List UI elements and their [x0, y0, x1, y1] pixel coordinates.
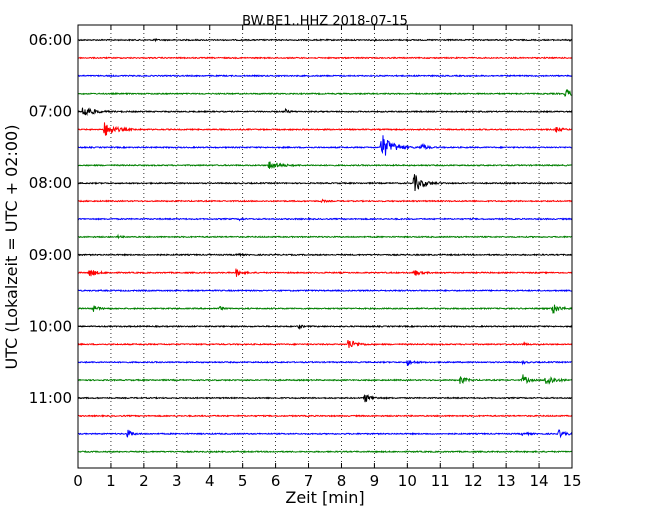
trace-line — [77, 252, 573, 258]
x-tick-label: 0 — [73, 472, 83, 490]
trace-line — [77, 107, 573, 117]
chart-title: BW.BE1..HHZ 2018-07-15 — [242, 14, 408, 29]
plot-frame — [77, 24, 573, 469]
y-tick-label: 09:00 — [29, 246, 72, 264]
trace-line — [77, 161, 573, 170]
trace-line — [77, 340, 573, 349]
trace-line — [77, 122, 573, 136]
x-tick-label: 2 — [139, 472, 149, 490]
x-tick-label: 10 — [398, 472, 417, 490]
x-tick-label: 1 — [106, 472, 116, 490]
y-tick-label: 07:00 — [29, 103, 72, 121]
trace-line — [77, 268, 573, 277]
x-tick-label: 12 — [464, 472, 483, 490]
trace-line — [77, 74, 573, 78]
trace-line — [77, 88, 573, 97]
x-tick-label: 6 — [271, 472, 281, 490]
x-tick-label: 5 — [238, 472, 248, 490]
y-axis-label: UTC (Lokalzeit = UTC + 02:00) — [2, 125, 21, 370]
trace-line — [77, 394, 573, 403]
trace-line — [77, 37, 573, 43]
x-tick-label: 15 — [562, 472, 581, 490]
trace-line — [77, 360, 573, 366]
x-tick-label: 14 — [530, 472, 549, 490]
trace-line — [77, 135, 573, 156]
x-ticks: 0 1 2 3 4 5 6 7 8 9 10 11 12 13 14 15 — [73, 25, 582, 490]
x-tick-label: 8 — [337, 472, 347, 490]
y-tick-label: 11:00 — [29, 389, 72, 407]
trace-line — [77, 429, 573, 439]
y-tick-label: 10:00 — [29, 317, 72, 335]
y-tick-label: 08:00 — [29, 174, 72, 192]
trace-line — [77, 450, 573, 454]
x-tick-label: 13 — [497, 472, 516, 490]
trace-line — [77, 374, 573, 385]
trace-line — [77, 324, 573, 331]
trace-line — [77, 174, 573, 192]
x-tick-label: 11 — [431, 472, 450, 490]
trace-line — [77, 198, 573, 204]
trace-line — [77, 217, 573, 222]
trace-line — [77, 56, 573, 60]
trace-line — [77, 304, 573, 314]
grid — [110, 25, 540, 468]
trace-line — [77, 233, 573, 240]
x-axis-label: Zeit [min] — [285, 488, 364, 507]
x-tick-label: 9 — [370, 472, 380, 490]
y-ticks: 06:00 07:00 08:00 09:00 10:00 11:00 — [29, 31, 572, 407]
trace-line — [77, 414, 573, 418]
x-tick-label: 4 — [205, 472, 215, 490]
x-tick-label: 3 — [172, 472, 182, 490]
traces — [77, 37, 573, 454]
y-tick-label: 06:00 — [29, 31, 72, 49]
trace-line — [77, 288, 573, 293]
x-tick-label: 7 — [304, 472, 314, 490]
